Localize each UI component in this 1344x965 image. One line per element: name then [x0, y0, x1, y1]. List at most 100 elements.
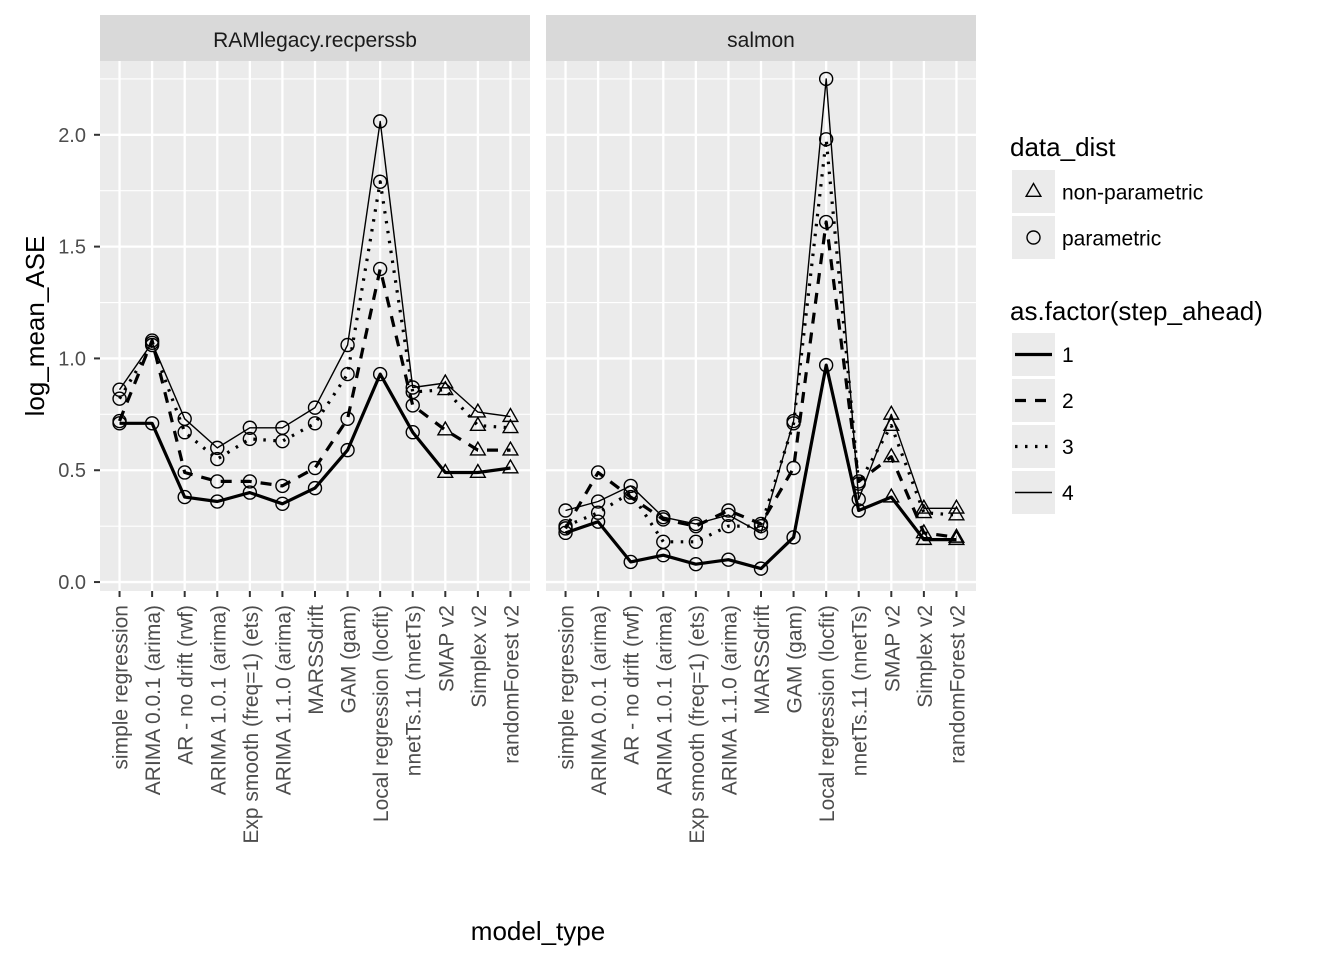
data-point-circle — [242, 431, 258, 447]
data-point-triangle — [882, 416, 900, 432]
x-tick-label: simple regression — [110, 605, 133, 770]
data-point-circle — [340, 411, 355, 427]
data-point-circle — [405, 384, 420, 400]
data-point-circle — [656, 534, 671, 550]
data-point-circle — [590, 505, 606, 520]
x-tick-label: randomForest v2 — [501, 605, 524, 764]
data-point-circle — [786, 413, 801, 429]
data-point-triangle — [436, 373, 454, 389]
x-tick-label: Simplex v2 — [468, 605, 491, 708]
x-tick-label: ARIMA 0.0.1 (arima) — [588, 605, 611, 795]
x-tick-label: GAM (gam) — [338, 605, 361, 714]
data-point-circle — [275, 478, 290, 494]
data-point-triangle — [882, 404, 900, 420]
data-point-circle — [721, 507, 736, 523]
data-point-circle — [177, 489, 192, 505]
x-tick-label: AR - no drift (rwf) — [621, 605, 644, 765]
facet-panel-2: salmon simple regression ARIMA 0.0.1 (arim… — [546, 15, 976, 844]
facet-panel-1: RAMlegacy.recperssb simple regression ARIM… — [100, 15, 530, 844]
data-point-triangle — [436, 463, 454, 478]
data-point-circle — [242, 420, 258, 435]
data-point-triangle — [469, 463, 487, 478]
x-tick-label: Simplex v2 — [914, 605, 937, 708]
data-point-triangle — [882, 487, 900, 503]
data-point-circle — [721, 552, 736, 567]
data-point-triangle — [501, 458, 520, 474]
data-point-circle — [851, 492, 866, 507]
x-tick-label: AR - no drift (rwf) — [175, 605, 198, 765]
x-tick-label: SMAP v2 — [881, 605, 904, 692]
data-point-circle — [818, 357, 834, 373]
x-tick-label: nnetTs.11 (nnetTs) — [403, 605, 426, 776]
data-point-circle — [590, 514, 606, 529]
data-point-triangle — [436, 420, 454, 436]
data-point-circle — [307, 416, 323, 431]
data-point-circle — [558, 525, 573, 541]
data-point-circle — [242, 474, 258, 489]
x-tick-label: Local regression (locfit) — [370, 605, 393, 822]
data-point-triangle — [915, 503, 933, 519]
data-point-circle — [688, 556, 704, 572]
data-point-circle — [623, 554, 638, 570]
data-point-circle — [275, 420, 290, 435]
legend-label: non-parametric — [1062, 182, 1203, 205]
x-tick-label: Exp smooth (freq=1) (ets) — [240, 605, 263, 844]
data-point-circle — [210, 474, 225, 489]
legend-circle-icon — [1026, 230, 1041, 245]
data-point-circle — [688, 516, 704, 532]
data-point-circle — [372, 114, 388, 129]
data-point-circle — [786, 460, 801, 476]
data-point-circle — [753, 525, 769, 541]
data-point-triangle — [947, 498, 966, 514]
data-point-circle — [307, 480, 323, 496]
data-point-circle — [372, 261, 388, 277]
data-point-circle — [753, 561, 769, 576]
x-tick-label: Local regression (locfit) — [816, 605, 839, 822]
x-tick-label: MARSSdrift — [751, 605, 774, 715]
y-tick-label: 0.0 — [58, 572, 86, 594]
data-point-circle — [177, 465, 192, 480]
data-point-triangle — [469, 440, 487, 456]
legend-key — [1012, 216, 1055, 259]
data-point-circle — [307, 400, 323, 415]
data-point-circle — [590, 494, 606, 509]
facet-strip-label: salmon — [727, 29, 795, 52]
data-point-triangle — [501, 440, 520, 456]
data-point-circle — [210, 451, 225, 467]
data-point-circle — [112, 391, 127, 406]
legend-triangle-icon — [1024, 182, 1043, 198]
data-point-circle — [688, 534, 704, 550]
x-tick-label: Exp smooth (freq=1) (ets) — [686, 605, 709, 844]
data-point-circle — [721, 503, 736, 518]
data-point-triangle — [915, 498, 933, 514]
x-tick-label: GAM (gam) — [784, 605, 807, 714]
data-point-circle — [558, 503, 573, 518]
facet-strip-label: RAMlegacy.recperssb — [213, 29, 417, 52]
data-point-circle — [818, 214, 834, 230]
x-tick-label: ARIMA 0.0.1 (arima) — [142, 605, 165, 795]
data-point-circle — [210, 494, 225, 509]
data-point-circle — [558, 518, 573, 534]
x-tick-label: ARIMA 1.1.0 (arima) — [272, 605, 295, 795]
x-tick-label: MARSSdrift — [305, 605, 328, 715]
series-line-step-2 — [118, 267, 511, 488]
x-tick-label: SMAP v2 — [435, 605, 458, 692]
y-tick-label: 1.0 — [58, 348, 86, 370]
legend: data_dist non-parametric parametric as.fact… — [1010, 132, 1263, 514]
data-point-circle — [307, 460, 323, 476]
facet-strip — [100, 15, 530, 61]
data-point-triangle — [501, 407, 520, 423]
series-line-step-2 — [564, 220, 957, 539]
legend-key — [1012, 425, 1055, 468]
data-point-circle — [405, 425, 420, 440]
legend-label: parametric — [1062, 228, 1161, 251]
data-point-circle — [112, 382, 127, 397]
data-point-circle — [786, 530, 801, 545]
legend-label: 4 — [1062, 482, 1074, 505]
data-point-triangle — [947, 527, 966, 543]
x-tick-label: ARIMA 1.1.0 (arima) — [718, 605, 741, 795]
data-point-triangle — [501, 418, 520, 434]
y-tick-label: 0.5 — [58, 460, 86, 482]
legend-title-step-ahead: as.factor(step_ahead) — [1010, 296, 1263, 326]
